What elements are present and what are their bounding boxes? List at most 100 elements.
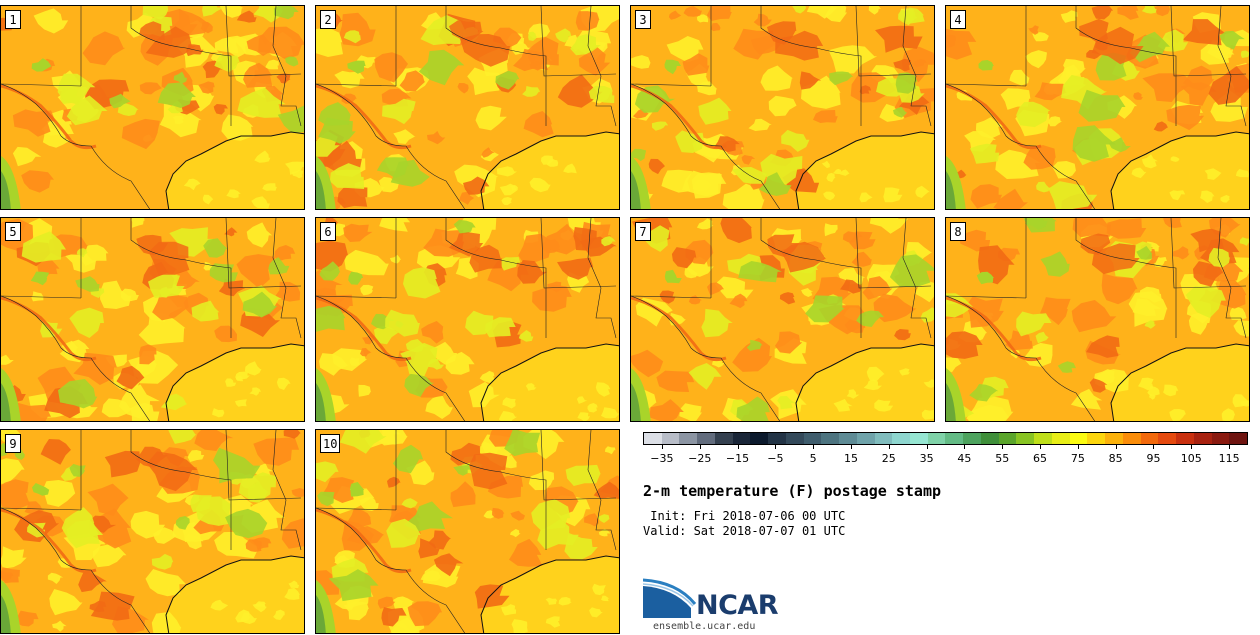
colorbar-ticks: −35 −25 −15 −5 5 15 25 35 45 55 65 75 85 95 105 115 [643,445,1248,465]
temperature-map [316,218,619,421]
colorbar-tick [1115,445,1117,449]
ncar-logo-icon [643,578,697,618]
colorbar-tick [1002,445,1004,449]
colorbar-tick [775,445,777,449]
colorbar-swatch [1087,433,1106,444]
colorbar-tick [661,445,663,449]
member-panel-10: 10 [315,429,620,634]
colorbar-swatch [644,433,662,444]
colorbar-swatch [980,433,999,444]
member-label: 7 [635,222,651,241]
colorbar-tick-label: 105 [1180,452,1202,465]
colorbar-tick-label: −25 [688,452,712,465]
colorbar-swatch [1069,433,1088,444]
member-panel-2: 2 [315,5,620,210]
colorbar-tick-label: −35 [650,452,674,465]
member-label: 8 [950,222,966,241]
colorbar-swatch [1140,433,1159,444]
temperature-map [316,430,619,633]
member-label: 3 [635,10,651,29]
member-panel-3: 3 [630,5,935,210]
colorbar-swatch [785,433,804,444]
colorbar-tick-label: 15 [843,452,858,465]
colorbar-tick [888,445,890,449]
member-label: 6 [320,222,336,241]
colorbar-swatch [679,433,698,444]
temperature-map [1,218,304,421]
colorbar-tick [699,445,701,449]
temperature-map [631,218,934,421]
temperature-map [1,6,304,209]
colorbar-tick-label: 55 [995,452,1010,465]
member-panel-9: 9 [0,429,305,634]
member-panel-4: 4 [945,5,1250,210]
init-time: Init: Fri 2018-07-06 00 UTC [643,509,846,523]
temperature-colorbar [643,432,1248,445]
colorbar-tick-label: 25 [881,452,896,465]
chart-title: 2-m temperature (F) postage stamp [643,482,942,500]
colorbar-tick-label: −5 [767,452,784,465]
colorbar-tick-label: 85 [1108,452,1123,465]
colorbar-tick-label: 115 [1218,452,1240,465]
colorbar-swatch [1016,433,1035,444]
colorbar-tick-label: 35 [919,452,934,465]
member-label: 1 [5,10,21,29]
temperature-map [316,6,619,209]
colorbar-swatch [697,433,715,444]
member-label: 10 [320,434,341,453]
member-label: 9 [5,434,21,453]
colorbar-tick-label: 5 [809,452,817,465]
colorbar-swatch [910,433,928,444]
colorbar-swatch [1193,433,1212,444]
colorbar-swatch [803,433,822,444]
colorbar-swatch [732,433,751,444]
colorbar-swatch [714,433,733,444]
colorbar-swatch [927,433,946,444]
ncar-logo-text: NCAR [696,590,779,621]
colorbar-tick [1191,445,1193,449]
member-panel-8: 8 [945,217,1250,422]
colorbar-swatch [661,433,680,444]
colorbar-tick-label: −15 [725,452,750,465]
colorbar-tick [1153,445,1155,449]
colorbar-swatch [839,433,857,444]
colorbar-swatch [1122,433,1141,444]
colorbar-tick-label: 75 [1070,452,1085,465]
colorbar-swatch [945,433,964,444]
colorbar-tick [964,445,966,449]
member-label: 5 [5,222,21,241]
colorbar-tick-label: 95 [1146,452,1161,465]
colorbar-swatch [998,433,1017,444]
colorbar-tick [850,445,852,449]
temperature-map [1,430,304,633]
colorbar-tick [737,445,739,449]
temperature-map [946,218,1249,421]
member-panel-7: 7 [630,217,935,422]
member-panel-6: 6 [315,217,620,422]
colorbar-swatch [768,433,786,444]
colorbar-tick-label: 65 [1033,452,1048,465]
temperature-map [946,6,1249,209]
colorbar-swatch [1211,433,1230,444]
colorbar-tick [926,445,928,449]
colorbar-swatch [1051,433,1070,444]
temperature-map [631,6,934,209]
valid-time: Valid: Sat 2018-07-07 01 UTC [643,524,846,538]
member-label: 2 [320,10,336,29]
colorbar-swatch [1158,433,1177,444]
colorbar-swatch [1176,433,1194,444]
colorbar-tick [1229,445,1231,449]
colorbar-swatch [963,433,981,444]
colorbar-swatch [1034,433,1052,444]
colorbar-tick [1077,445,1079,449]
member-label: 4 [950,10,966,29]
colorbar-tick [813,445,815,449]
colorbar-swatch [750,433,769,444]
member-panel-1: 1 [0,5,305,210]
colorbar-tick-label: 45 [957,452,972,465]
colorbar-swatch [1229,433,1247,444]
colorbar-swatch [821,433,840,444]
colorbar-swatch [856,433,875,444]
colorbar-swatch [892,433,911,444]
colorbar-tick [1040,445,1042,449]
